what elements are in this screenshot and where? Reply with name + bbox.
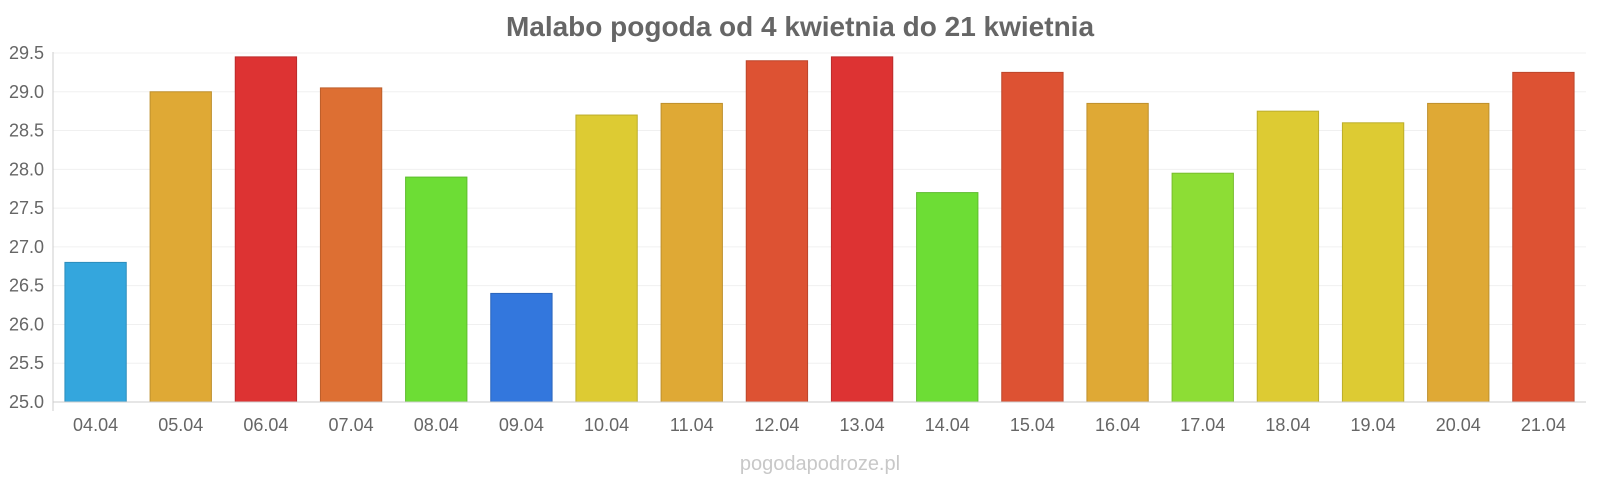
x-tick-label: 21.04	[1521, 415, 1566, 435]
bar-12.04[interactable]	[745, 60, 809, 403]
bar-21.04[interactable]	[1512, 71, 1575, 403]
x-tick-label: 04.04	[73, 415, 118, 435]
bar-08.04[interactable]	[405, 176, 468, 403]
bar-13.04[interactable]	[830, 56, 894, 403]
x-axis-tick-labels: 04.04 05.04 06.04 07.04 08.04 09.04 10.04 11.04…	[73, 415, 1566, 435]
bar-14.04[interactable]	[916, 192, 979, 403]
x-tick-label: 10.04	[584, 415, 629, 435]
x-tick-label: 14.04	[925, 415, 970, 435]
x-tick-label: 13.04	[840, 415, 885, 435]
y-tick-label: 27.5	[9, 198, 44, 218]
x-tick-label: 09.04	[499, 415, 544, 435]
y-tick-label: 28.0	[9, 159, 44, 179]
x-tick-label: 16.04	[1095, 415, 1140, 435]
bar-20.04[interactable]	[1427, 102, 1490, 403]
bar-19.04[interactable]	[1341, 122, 1405, 403]
x-tick-label: 19.04	[1351, 415, 1396, 435]
x-tick-label: 05.04	[158, 415, 203, 435]
grid-lines	[53, 52, 1586, 403]
bar-07.04[interactable]	[319, 87, 383, 403]
x-tick-label: 11.04	[670, 415, 714, 435]
bar-06.04[interactable]	[234, 56, 298, 403]
bar-09.04[interactable]	[490, 292, 553, 403]
bar-10.04[interactable]	[575, 114, 638, 403]
y-tick-label: 25.0	[9, 392, 44, 412]
x-tick-label: 12.04	[754, 415, 799, 435]
chart-title: Malabo pogoda od 4 kwietnia do 21 kwietn…	[506, 11, 1095, 42]
bar-17.04[interactable]	[1171, 172, 1234, 403]
bar-18.04[interactable]	[1256, 110, 1320, 403]
bar-05.04[interactable]	[149, 91, 212, 403]
x-tick-label: 20.04	[1436, 415, 1481, 435]
x-tick-label: 08.04	[414, 415, 459, 435]
bar-15.04[interactable]	[1001, 71, 1064, 403]
y-tick-label: 26.5	[9, 276, 44, 296]
bar-11.04[interactable]	[660, 102, 723, 403]
watermark: pogodapodroze.pl	[740, 453, 900, 475]
x-tick-label: 17.04	[1180, 415, 1225, 435]
bar-04.04[interactable]	[64, 261, 127, 403]
bar-16.04[interactable]	[1086, 102, 1149, 403]
y-tick-label: 26.0	[9, 314, 44, 334]
bars	[64, 56, 1575, 403]
y-tick-label: 29.5	[9, 43, 44, 63]
x-tick-label: 07.04	[329, 415, 374, 435]
y-tick-label: 29.0	[9, 82, 44, 102]
y-tick-label: 27.0	[9, 237, 44, 257]
x-tick-label: 18.04	[1265, 415, 1310, 435]
y-axis-tick-labels: 25.0 25.5 26.0 26.5 27.0 27.5 28.0 28.5 29.0 29.5	[9, 43, 44, 412]
y-tick-label: 25.5	[9, 353, 44, 373]
x-tick-label: 15.04	[1010, 415, 1055, 435]
x-tick-label: 06.04	[243, 415, 288, 435]
y-tick-label: 28.5	[9, 121, 44, 141]
